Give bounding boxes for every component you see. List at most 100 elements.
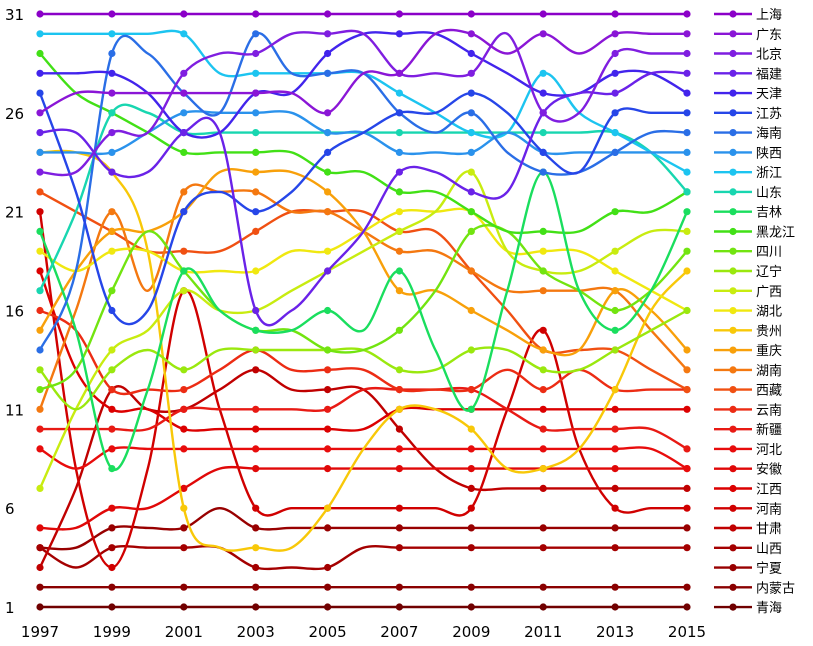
data-point: [252, 89, 260, 97]
data-point: [180, 504, 188, 512]
series-青海: [36, 603, 691, 611]
data-point: [252, 563, 260, 572]
data-point: [180, 366, 188, 374]
legend-label: 陕西: [756, 146, 782, 161]
data-point: [324, 208, 332, 216]
series-重庆: [36, 168, 691, 357]
data-point: [539, 405, 547, 413]
data-point: [467, 10, 475, 18]
series-line: [39, 70, 688, 327]
data-point: [395, 188, 403, 196]
series-甘肃: [36, 366, 691, 572]
data-point: [611, 267, 619, 275]
data-point: [324, 386, 332, 394]
legend-swatch-marker: [729, 484, 737, 493]
data-point: [180, 544, 188, 552]
data-point: [683, 603, 691, 611]
data-point: [180, 405, 188, 413]
data-point: [683, 544, 691, 552]
data-point: [467, 544, 475, 552]
data-point: [180, 188, 188, 196]
data-point: [252, 208, 260, 216]
data-point: [539, 465, 547, 473]
data-point: [539, 89, 547, 97]
data-point: [36, 30, 44, 38]
series-广东: [36, 28, 691, 117]
data-point: [252, 109, 260, 117]
data-point: [395, 168, 403, 176]
legend-item: 陕西: [714, 146, 782, 161]
data-point: [683, 10, 691, 18]
data-point: [180, 425, 188, 433]
data-point: [252, 69, 260, 77]
data-point: [395, 544, 403, 552]
data-point: [108, 49, 116, 58]
data-point: [36, 563, 44, 572]
legend-swatch-marker: [729, 287, 737, 295]
data-point: [180, 287, 188, 295]
legend-label: 宁夏: [756, 561, 782, 577]
legend-label: 江苏: [756, 106, 782, 122]
legend-swatch-marker: [729, 465, 737, 473]
data-point: [180, 484, 188, 492]
data-point: [108, 30, 116, 38]
data-point: [252, 188, 260, 196]
data-point: [395, 89, 403, 97]
legend-swatch-marker: [729, 69, 737, 77]
data-point: [467, 89, 475, 97]
x-tick-label: 2009: [452, 623, 490, 641]
data-point: [539, 30, 547, 38]
data-point: [108, 129, 116, 137]
data-point: [539, 346, 547, 354]
data-point: [252, 524, 260, 532]
data-point: [539, 247, 547, 255]
data-point: [611, 49, 619, 58]
data-point: [395, 227, 403, 235]
legend-item: 吉林: [714, 206, 782, 221]
legend-label: 内蒙古: [756, 580, 795, 596]
legend-item: 山西: [714, 542, 782, 557]
data-point: [108, 168, 116, 176]
data-point: [108, 227, 116, 235]
data-point: [252, 49, 260, 58]
data-point: [539, 425, 547, 433]
data-point: [683, 109, 691, 117]
data-point: [395, 148, 403, 156]
data-point: [252, 30, 260, 38]
legend-item: 甘肃: [714, 522, 782, 537]
data-point: [36, 386, 44, 394]
series-line: [39, 190, 688, 391]
legend-swatch-marker: [729, 307, 737, 315]
legend-label: 山西: [756, 542, 782, 557]
data-point: [324, 49, 332, 58]
data-point: [108, 445, 116, 453]
data-point: [395, 69, 403, 77]
data-point: [539, 583, 547, 591]
data-point: [611, 208, 619, 216]
data-point: [539, 69, 547, 77]
data-point: [611, 30, 619, 38]
data-point: [252, 346, 260, 354]
x-tick-label: 2013: [596, 623, 634, 641]
data-point: [108, 405, 116, 413]
series-line: [38, 170, 688, 489]
legend-label: 福建: [756, 67, 782, 82]
data-point: [395, 386, 403, 394]
series-line: [38, 170, 689, 471]
data-point: [467, 425, 475, 433]
legend-item: 北京: [714, 48, 782, 63]
legend-item: 云南: [714, 402, 782, 418]
legend-swatch-marker: [729, 524, 737, 532]
data-point: [395, 405, 403, 413]
data-point: [324, 69, 332, 77]
legend-label: 北京: [756, 48, 782, 63]
data-point: [539, 386, 547, 394]
legend-swatch-marker: [729, 148, 737, 156]
data-point: [611, 484, 619, 492]
data-point: [683, 346, 691, 354]
legend-item: 重庆: [714, 343, 782, 359]
data-point: [395, 603, 403, 611]
legend-item: 河北: [714, 443, 782, 458]
data-point: [683, 49, 691, 58]
data-point: [108, 287, 116, 295]
